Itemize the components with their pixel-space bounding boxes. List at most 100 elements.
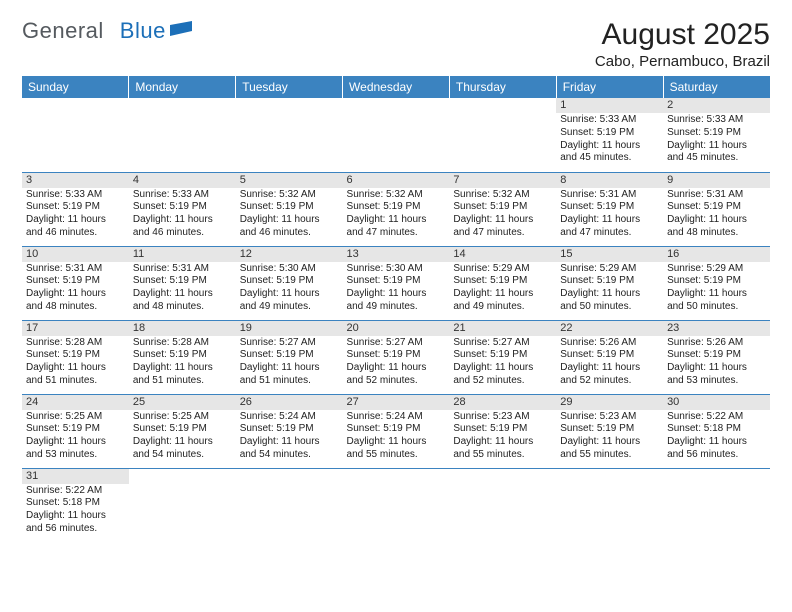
day-info: Sunrise: 5:23 AMSunset: 5:19 PMDaylight:… bbox=[449, 410, 556, 464]
sunset-text: Sunset: 5:19 PM bbox=[667, 349, 766, 362]
sunset-text: Sunset: 5:19 PM bbox=[560, 127, 659, 140]
sunset-text: Sunset: 5:19 PM bbox=[453, 423, 552, 436]
day-number: 3 bbox=[22, 173, 129, 188]
month-title: August 2025 bbox=[595, 18, 770, 51]
calendar-cell bbox=[556, 468, 663, 542]
day-number: 31 bbox=[22, 469, 129, 484]
day-info: Sunrise: 5:30 AMSunset: 5:19 PMDaylight:… bbox=[236, 262, 343, 316]
daylight-text: Daylight: 11 hours and 49 minutes. bbox=[240, 288, 339, 314]
flag-icon bbox=[170, 21, 192, 39]
calendar-week: 17Sunrise: 5:28 AMSunset: 5:19 PMDayligh… bbox=[22, 320, 770, 394]
daylight-text: Daylight: 11 hours and 51 minutes. bbox=[133, 362, 232, 388]
day-info: Sunrise: 5:29 AMSunset: 5:19 PMDaylight:… bbox=[449, 262, 556, 316]
day-info: Sunrise: 5:24 AMSunset: 5:19 PMDaylight:… bbox=[236, 410, 343, 464]
day-number: 2 bbox=[663, 98, 770, 113]
calendar-cell bbox=[663, 468, 770, 542]
day-number: 6 bbox=[343, 173, 450, 188]
day-info: Sunrise: 5:33 AMSunset: 5:19 PMDaylight:… bbox=[556, 113, 663, 167]
calendar-cell: 16Sunrise: 5:29 AMSunset: 5:19 PMDayligh… bbox=[663, 246, 770, 320]
sunset-text: Sunset: 5:19 PM bbox=[26, 423, 125, 436]
day-number: 27 bbox=[343, 395, 450, 410]
day-number: 15 bbox=[556, 247, 663, 262]
calendar-cell: 4Sunrise: 5:33 AMSunset: 5:19 PMDaylight… bbox=[129, 172, 236, 246]
location-subtitle: Cabo, Pernambuco, Brazil bbox=[595, 53, 770, 70]
calendar-cell: 20Sunrise: 5:27 AMSunset: 5:19 PMDayligh… bbox=[343, 320, 450, 394]
weekday-header: Tuesday bbox=[236, 76, 343, 98]
day-number: 5 bbox=[236, 173, 343, 188]
daylight-text: Daylight: 11 hours and 50 minutes. bbox=[667, 288, 766, 314]
day-info: Sunrise: 5:31 AMSunset: 5:19 PMDaylight:… bbox=[663, 188, 770, 242]
sunrise-text: Sunrise: 5:32 AM bbox=[347, 189, 446, 202]
daylight-text: Daylight: 11 hours and 54 minutes. bbox=[133, 436, 232, 462]
day-number: 22 bbox=[556, 321, 663, 336]
calendar-cell: 11Sunrise: 5:31 AMSunset: 5:19 PMDayligh… bbox=[129, 246, 236, 320]
day-number: 25 bbox=[129, 395, 236, 410]
calendar-cell: 7Sunrise: 5:32 AMSunset: 5:19 PMDaylight… bbox=[449, 172, 556, 246]
day-info: Sunrise: 5:28 AMSunset: 5:19 PMDaylight:… bbox=[129, 336, 236, 390]
sunset-text: Sunset: 5:19 PM bbox=[347, 201, 446, 214]
day-number: 19 bbox=[236, 321, 343, 336]
daylight-text: Daylight: 11 hours and 47 minutes. bbox=[347, 214, 446, 240]
day-info: Sunrise: 5:29 AMSunset: 5:19 PMDaylight:… bbox=[663, 262, 770, 316]
day-number: 13 bbox=[343, 247, 450, 262]
daylight-text: Daylight: 11 hours and 52 minutes. bbox=[453, 362, 552, 388]
sunset-text: Sunset: 5:19 PM bbox=[240, 423, 339, 436]
sunset-text: Sunset: 5:18 PM bbox=[667, 423, 766, 436]
calendar-cell bbox=[343, 98, 450, 172]
calendar-header-row: SundayMondayTuesdayWednesdayThursdayFrid… bbox=[22, 76, 770, 98]
daylight-text: Daylight: 11 hours and 54 minutes. bbox=[240, 436, 339, 462]
sunrise-text: Sunrise: 5:33 AM bbox=[133, 189, 232, 202]
calendar-cell: 21Sunrise: 5:27 AMSunset: 5:19 PMDayligh… bbox=[449, 320, 556, 394]
sunrise-text: Sunrise: 5:25 AM bbox=[26, 411, 125, 424]
calendar-cell: 14Sunrise: 5:29 AMSunset: 5:19 PMDayligh… bbox=[449, 246, 556, 320]
sunset-text: Sunset: 5:19 PM bbox=[347, 423, 446, 436]
sunrise-text: Sunrise: 5:27 AM bbox=[347, 337, 446, 350]
sunset-text: Sunset: 5:19 PM bbox=[667, 275, 766, 288]
sunrise-text: Sunrise: 5:30 AM bbox=[240, 263, 339, 276]
calendar-cell: 1Sunrise: 5:33 AMSunset: 5:19 PMDaylight… bbox=[556, 98, 663, 172]
day-number: 18 bbox=[129, 321, 236, 336]
sunset-text: Sunset: 5:19 PM bbox=[240, 349, 339, 362]
sunrise-text: Sunrise: 5:27 AM bbox=[240, 337, 339, 350]
sunrise-text: Sunrise: 5:22 AM bbox=[667, 411, 766, 424]
sunrise-text: Sunrise: 5:23 AM bbox=[453, 411, 552, 424]
calendar-cell: 3Sunrise: 5:33 AMSunset: 5:19 PMDaylight… bbox=[22, 172, 129, 246]
day-info: Sunrise: 5:23 AMSunset: 5:19 PMDaylight:… bbox=[556, 410, 663, 464]
calendar-cell bbox=[236, 98, 343, 172]
day-info: Sunrise: 5:33 AMSunset: 5:19 PMDaylight:… bbox=[663, 113, 770, 167]
sunset-text: Sunset: 5:19 PM bbox=[560, 201, 659, 214]
calendar-cell: 28Sunrise: 5:23 AMSunset: 5:19 PMDayligh… bbox=[449, 394, 556, 468]
calendar-cell: 5Sunrise: 5:32 AMSunset: 5:19 PMDaylight… bbox=[236, 172, 343, 246]
daylight-text: Daylight: 11 hours and 56 minutes. bbox=[26, 510, 125, 536]
day-info: Sunrise: 5:26 AMSunset: 5:19 PMDaylight:… bbox=[663, 336, 770, 390]
calendar-cell: 15Sunrise: 5:29 AMSunset: 5:19 PMDayligh… bbox=[556, 246, 663, 320]
sunrise-text: Sunrise: 5:26 AM bbox=[667, 337, 766, 350]
day-info: Sunrise: 5:30 AMSunset: 5:19 PMDaylight:… bbox=[343, 262, 450, 316]
day-number: 8 bbox=[556, 173, 663, 188]
sunset-text: Sunset: 5:19 PM bbox=[240, 275, 339, 288]
weekday-header: Wednesday bbox=[343, 76, 450, 98]
daylight-text: Daylight: 11 hours and 45 minutes. bbox=[667, 140, 766, 166]
sunrise-text: Sunrise: 5:28 AM bbox=[133, 337, 232, 350]
daylight-text: Daylight: 11 hours and 52 minutes. bbox=[560, 362, 659, 388]
sunrise-text: Sunrise: 5:29 AM bbox=[667, 263, 766, 276]
day-number: 24 bbox=[22, 395, 129, 410]
day-number: 30 bbox=[663, 395, 770, 410]
sunset-text: Sunset: 5:19 PM bbox=[133, 349, 232, 362]
sunset-text: Sunset: 5:19 PM bbox=[133, 423, 232, 436]
daylight-text: Daylight: 11 hours and 51 minutes. bbox=[240, 362, 339, 388]
day-info: Sunrise: 5:25 AMSunset: 5:19 PMDaylight:… bbox=[22, 410, 129, 464]
daylight-text: Daylight: 11 hours and 55 minutes. bbox=[347, 436, 446, 462]
sunset-text: Sunset: 5:19 PM bbox=[347, 349, 446, 362]
day-info: Sunrise: 5:31 AMSunset: 5:19 PMDaylight:… bbox=[22, 262, 129, 316]
sunrise-text: Sunrise: 5:30 AM bbox=[347, 263, 446, 276]
weekday-header: Friday bbox=[556, 76, 663, 98]
calendar-cell: 26Sunrise: 5:24 AMSunset: 5:19 PMDayligh… bbox=[236, 394, 343, 468]
sunrise-text: Sunrise: 5:33 AM bbox=[667, 114, 766, 127]
weekday-header: Monday bbox=[129, 76, 236, 98]
day-number: 12 bbox=[236, 247, 343, 262]
daylight-text: Daylight: 11 hours and 46 minutes. bbox=[26, 214, 125, 240]
sunrise-text: Sunrise: 5:29 AM bbox=[560, 263, 659, 276]
sunrise-text: Sunrise: 5:27 AM bbox=[453, 337, 552, 350]
day-number: 20 bbox=[343, 321, 450, 336]
